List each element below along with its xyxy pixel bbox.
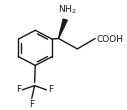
Polygon shape <box>59 19 67 38</box>
Text: F: F <box>48 85 53 94</box>
Text: NH$_2$: NH$_2$ <box>58 4 77 16</box>
Text: F: F <box>29 100 34 109</box>
Text: COOH: COOH <box>97 35 124 44</box>
Text: F: F <box>16 85 21 94</box>
